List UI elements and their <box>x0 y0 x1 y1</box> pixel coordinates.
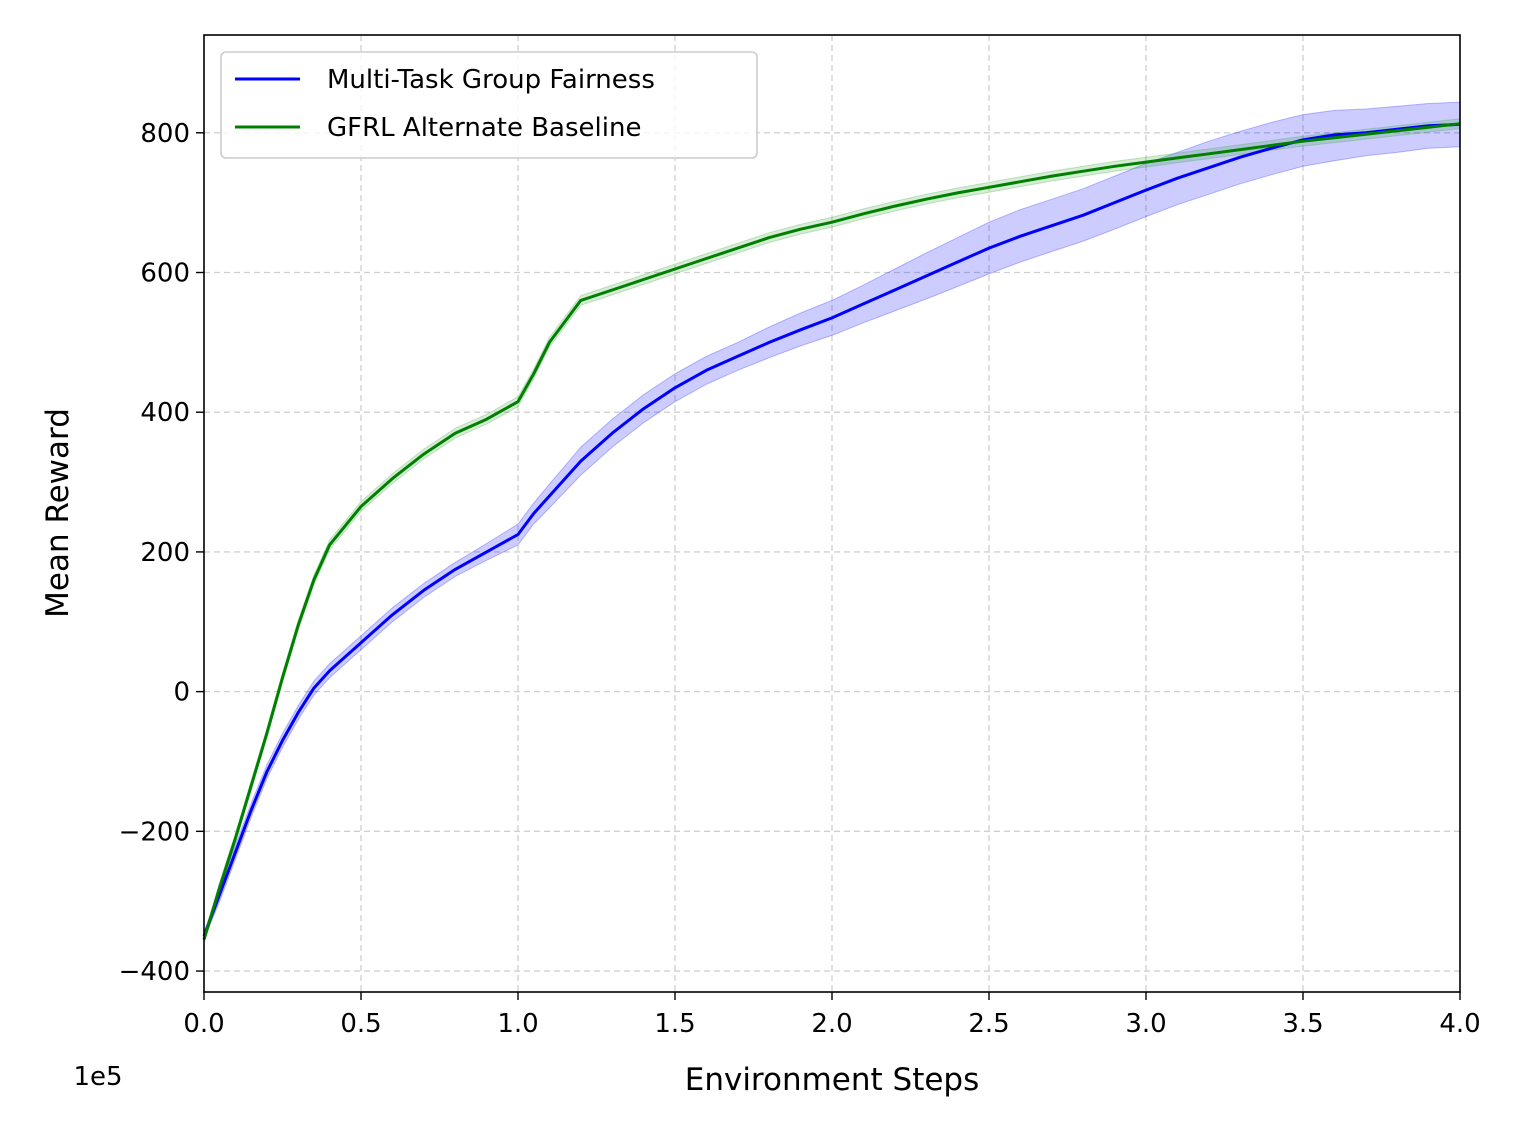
y-tick-label: 600 <box>140 259 190 289</box>
y-tick-label: −200 <box>119 817 190 847</box>
axis-ticks: 0.0 0.5 1.0 1.5 2.0 2.5 3.0 3.5 4.0 −400 −200 0 200 4… <box>119 119 1481 1039</box>
legend: Multi-Task Group Fairness GFRL Alternate… <box>220 51 758 159</box>
legend-box <box>220 51 758 159</box>
x-tick-label: 0.0 <box>183 1009 224 1039</box>
x-tick-label: 0.5 <box>340 1009 381 1039</box>
x-offset-text: 1e5 <box>73 1062 122 1092</box>
x-tick-label: 3.0 <box>1125 1009 1166 1039</box>
x-tick-label: 1.0 <box>497 1009 538 1039</box>
x-tick-label: 2.0 <box>811 1009 852 1039</box>
y-tick-label: −400 <box>119 957 190 987</box>
x-tick-label: 2.5 <box>968 1009 1009 1039</box>
y-tick-label: 200 <box>140 538 190 568</box>
y-tick-label: 0 <box>173 678 190 708</box>
x-axis-label: Environment Steps <box>685 1062 980 1098</box>
y-axis-label: Mean Reward <box>40 408 76 618</box>
series-lines <box>202 122 1461 941</box>
legend-label-multi-task-group-fairness: Multi-Task Group Fairness <box>327 65 655 95</box>
series-line-gfrl-alternate-baseline <box>202 122 1461 941</box>
x-tick-label: 4.0 <box>1439 1009 1480 1039</box>
x-tick-label: 3.5 <box>1282 1009 1323 1039</box>
y-tick-label: 800 <box>140 119 190 149</box>
y-tick-label: 400 <box>140 398 190 428</box>
legend-label-gfrl-alternate-baseline: GFRL Alternate Baseline <box>327 113 641 143</box>
series-line-multi-task-group-fairness <box>202 122 1461 937</box>
x-tick-label: 1.5 <box>654 1009 695 1039</box>
